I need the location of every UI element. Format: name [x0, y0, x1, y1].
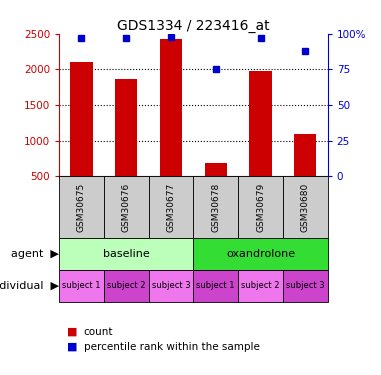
Bar: [238, 270, 283, 302]
Text: GSM30678: GSM30678: [211, 183, 220, 232]
Bar: [59, 238, 193, 270]
Text: percentile rank within the sample: percentile rank within the sample: [84, 342, 260, 352]
Bar: [149, 270, 193, 302]
Bar: [193, 176, 238, 238]
Bar: [283, 270, 328, 302]
Text: subject 2: subject 2: [241, 281, 280, 290]
Text: GSM30676: GSM30676: [122, 183, 131, 232]
Text: individual  ▶: individual ▶: [0, 281, 59, 291]
Bar: [238, 176, 283, 238]
Text: GSM30679: GSM30679: [256, 183, 265, 232]
Text: subject 2: subject 2: [107, 281, 146, 290]
Bar: [149, 176, 193, 238]
Text: oxandrolone: oxandrolone: [226, 249, 295, 259]
Bar: [104, 176, 149, 238]
Text: baseline: baseline: [103, 249, 150, 259]
Text: ■: ■: [67, 327, 77, 337]
Bar: [249, 71, 272, 176]
Bar: [104, 270, 149, 302]
Text: subject 1: subject 1: [197, 281, 235, 290]
Text: subject 3: subject 3: [152, 281, 190, 290]
Text: agent  ▶: agent ▶: [11, 249, 59, 259]
Bar: [115, 80, 138, 176]
Text: GSM30675: GSM30675: [77, 183, 86, 232]
Bar: [294, 134, 317, 176]
Bar: [205, 164, 227, 176]
Bar: [160, 39, 182, 176]
Bar: [70, 62, 93, 176]
Bar: [283, 176, 328, 238]
Bar: [59, 270, 104, 302]
Text: subject 1: subject 1: [62, 281, 101, 290]
Text: GSM30677: GSM30677: [166, 183, 176, 232]
Text: ■: ■: [67, 342, 77, 352]
Text: GSM30680: GSM30680: [301, 183, 310, 232]
Bar: [193, 238, 328, 270]
Bar: [193, 270, 238, 302]
Text: subject 3: subject 3: [286, 281, 325, 290]
Title: GDS1334 / 223416_at: GDS1334 / 223416_at: [117, 19, 270, 33]
Bar: [59, 176, 104, 238]
Text: count: count: [84, 327, 113, 337]
